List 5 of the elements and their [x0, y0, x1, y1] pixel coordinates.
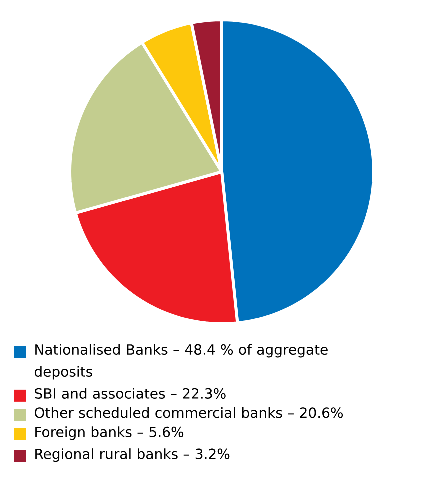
legend-label: SBI and associates – 22.3% — [35, 388, 226, 399]
legend-label: Nationalised Banks – 48.4 % of aggregate deposits — [34, 344, 328, 380]
legend-label: Other scheduled commercial banks – 20.6% — [34, 407, 344, 418]
legend-label: Foreign banks – 5.6% — [36, 426, 184, 440]
legend-label: Regional rural banks – 3.2% — [36, 448, 230, 462]
